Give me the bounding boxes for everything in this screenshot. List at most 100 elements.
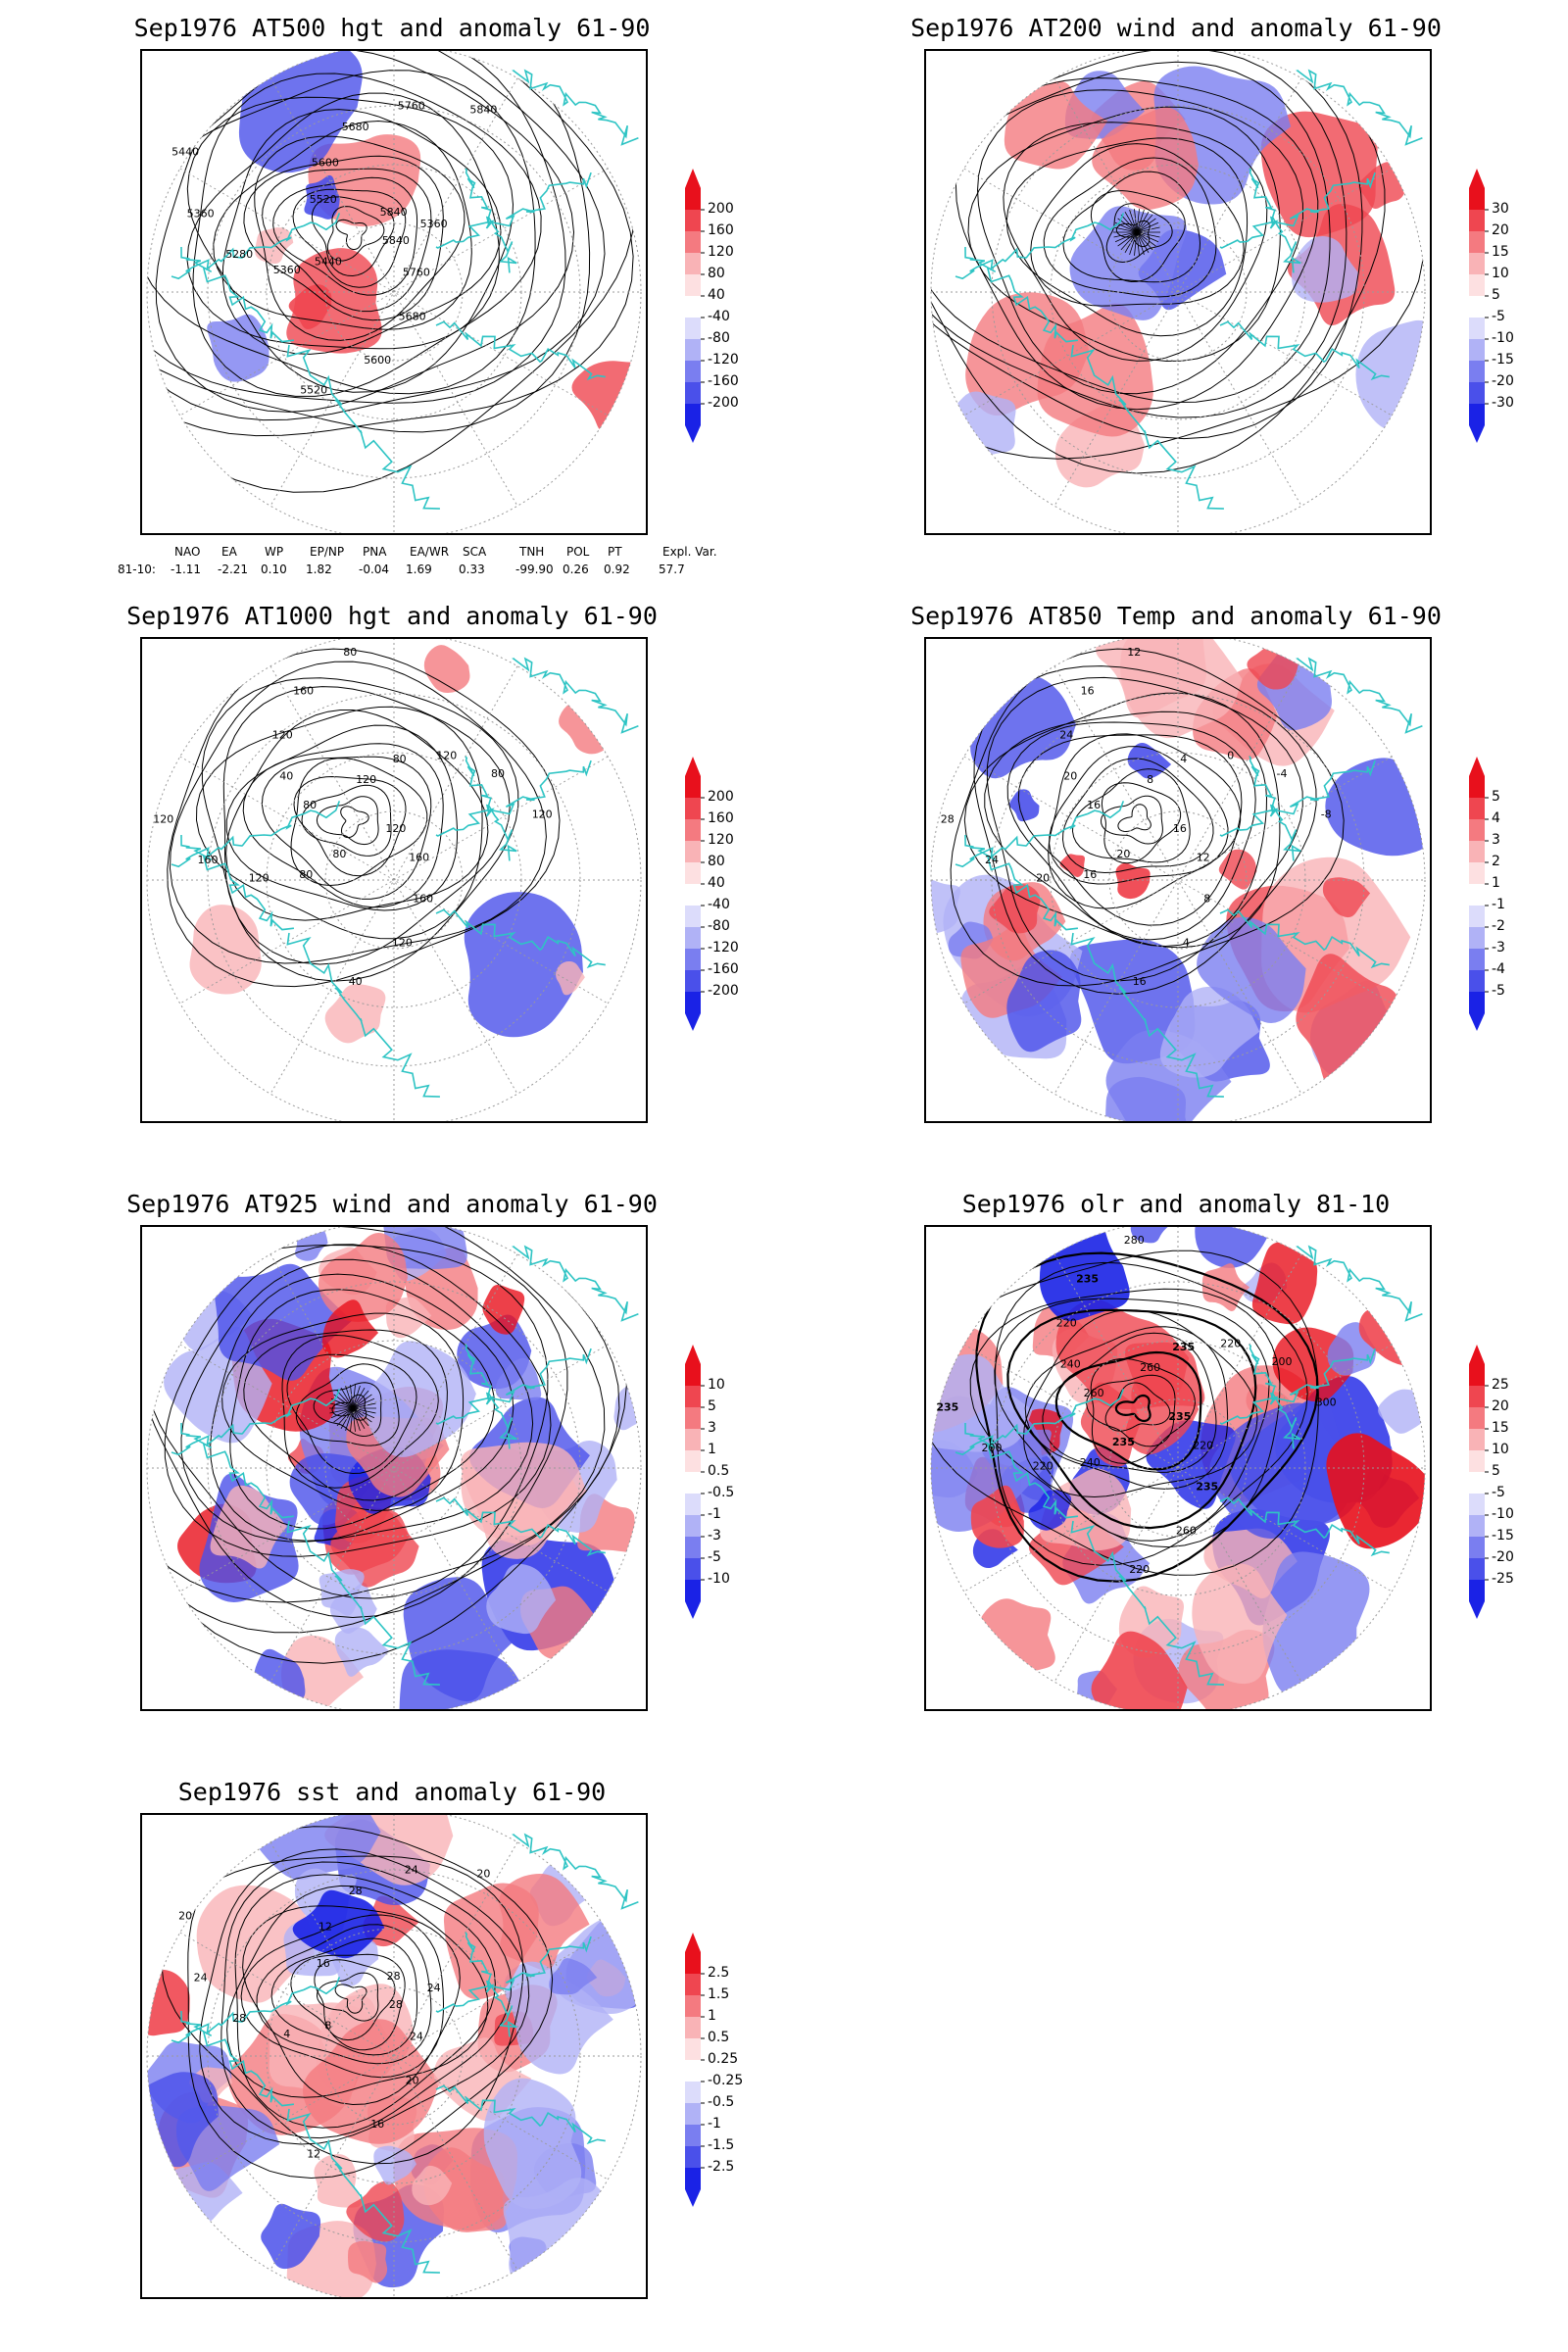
panel-500hgt: Sep1976 AT500 hgt and anomaly 61-90 5840 5… <box>0 0 784 588</box>
streamline <box>352 1407 376 1414</box>
streamline <box>352 1407 356 1432</box>
colorbar-segment <box>685 404 701 425</box>
colorbar-segment <box>685 798 701 819</box>
streamline <box>1114 221 1138 233</box>
colorbar-tick-label: -0.5 <box>708 1485 735 1500</box>
anomaly-shading <box>1120 639 1243 739</box>
contour-line <box>313 1382 382 1438</box>
contour-label: 8 <box>1203 892 1210 905</box>
contour-label: 120 <box>392 937 413 950</box>
colorbar-segment <box>685 1472 701 1494</box>
colorbar-tick-label: 5 <box>1492 1463 1500 1479</box>
colorbar-tick-label: -4 <box>1492 961 1505 977</box>
colorbar-segment <box>1469 992 1485 1013</box>
streamline <box>352 1394 372 1409</box>
colorbar-tick-label: -10 <box>708 1571 730 1587</box>
contour-line <box>225 724 458 911</box>
colorbar-segment <box>685 1580 701 1601</box>
colorbar-tick-label: 1.5 <box>708 1986 730 2002</box>
contour-line <box>1043 157 1217 298</box>
map-frame: 28 24 20 16 12 8 4 28 24 20 16 12 28 24 20 28 24 <box>140 1813 648 2299</box>
contour-label: 4 <box>1183 937 1190 950</box>
colorbar-segment <box>685 2017 701 2038</box>
meridian-line <box>963 168 1393 416</box>
contour-label: 20 <box>1063 770 1077 783</box>
contour-label: 8 <box>1147 773 1153 786</box>
colorbar-arrow-bottom <box>685 1013 701 1031</box>
colorbar-tick-label: -5 <box>1492 309 1505 324</box>
contour-line <box>147 1227 620 1634</box>
colorbar-tick-label: 160 <box>708 810 734 826</box>
index-header: WP <box>265 545 284 559</box>
contour-label: 28 <box>387 1970 401 1983</box>
colorbar-segment <box>685 210 701 231</box>
contour-line <box>254 135 466 341</box>
contour-line <box>931 1250 1319 1576</box>
streamline <box>336 1407 354 1427</box>
colorbar-tick-label: -15 <box>1492 1528 1514 1544</box>
colorbar-segment <box>685 2038 701 2060</box>
colorbar-tick-label: -120 <box>708 940 739 956</box>
colorbar-segment <box>1469 927 1485 949</box>
streamline <box>1124 212 1138 233</box>
anomaly-shading <box>556 960 585 996</box>
contour-line <box>281 1334 439 1489</box>
colorbar-segment <box>685 231 701 253</box>
contour-line <box>955 77 1319 411</box>
map-frame: 5840 5760 5680 5600 5520 5440 5360 5280 5360 5440… <box>140 49 648 535</box>
colorbar-arrow-bottom <box>1469 1601 1485 1619</box>
streamline <box>1117 231 1138 247</box>
map-boundary <box>930 1227 1426 1709</box>
panel-title: Sep1976 AT200 wind and anomaly 61-90 <box>910 14 1442 42</box>
anomaly-shading <box>1130 1227 1170 1244</box>
anomaly-shading <box>1104 1076 1190 1121</box>
colorbar-tick-label: -20 <box>1492 373 1514 389</box>
colorbar-tick-label: 20 <box>1492 1398 1509 1414</box>
contour-line <box>967 106 1281 363</box>
index-header: Expl. Var. <box>662 545 717 559</box>
anomaly-shading <box>382 1227 467 1269</box>
contour-line <box>147 51 634 437</box>
index-header: EA <box>221 545 237 559</box>
colorbar-segment <box>1469 776 1485 798</box>
colorbar-tick-label: 10 <box>1492 266 1509 281</box>
colorbar-segment <box>685 1974 701 1995</box>
contour-line <box>164 1244 552 1557</box>
contour-line <box>240 1914 445 2079</box>
colorbar-segment <box>1469 404 1485 425</box>
contour-line <box>290 1953 406 2051</box>
contour-line <box>210 1273 514 1542</box>
contour-line <box>161 1855 524 2165</box>
streamline <box>1114 231 1138 243</box>
contour-line <box>931 51 1386 474</box>
colorbar-segment <box>685 1429 701 1450</box>
contour-label: 20 <box>406 2075 419 2087</box>
streamline <box>336 1390 354 1409</box>
colorbar-tick-label: -40 <box>708 309 730 324</box>
contour-line <box>290 758 428 887</box>
streamline <box>330 1407 354 1419</box>
contour-label: 5680 <box>342 121 369 133</box>
streamline <box>333 1407 354 1423</box>
anomaly-shading <box>346 2180 405 2242</box>
contour-line <box>311 196 395 277</box>
colorbar-segment <box>1469 949 1485 970</box>
colorbar-segment <box>1469 339 1485 361</box>
colorbar-tick-label: -10 <box>1492 330 1514 346</box>
index-value: 0.10 <box>261 563 287 576</box>
contour-label: 220 <box>1033 1459 1054 1472</box>
contour-label: 8 <box>324 2020 331 2033</box>
colorbar: 200 160 120 80 40 -40 -80 -120 -160 -200 <box>682 169 760 443</box>
contour-label: 120 <box>436 750 457 762</box>
contour-label: 12 <box>1197 852 1210 864</box>
contour-label: 80 <box>343 646 357 659</box>
contour-label: 260 <box>1084 1387 1104 1399</box>
streamline <box>345 1407 354 1431</box>
colorbar-segment <box>1469 884 1485 906</box>
colorbar-tick-label: -3 <box>708 1528 721 1544</box>
map-boundary <box>930 639 1426 1121</box>
streamline <box>352 1386 361 1409</box>
contour-label: 300 <box>1316 1396 1337 1409</box>
contour-line <box>295 1363 400 1446</box>
colorbar-tick-label: 30 <box>1492 201 1509 217</box>
